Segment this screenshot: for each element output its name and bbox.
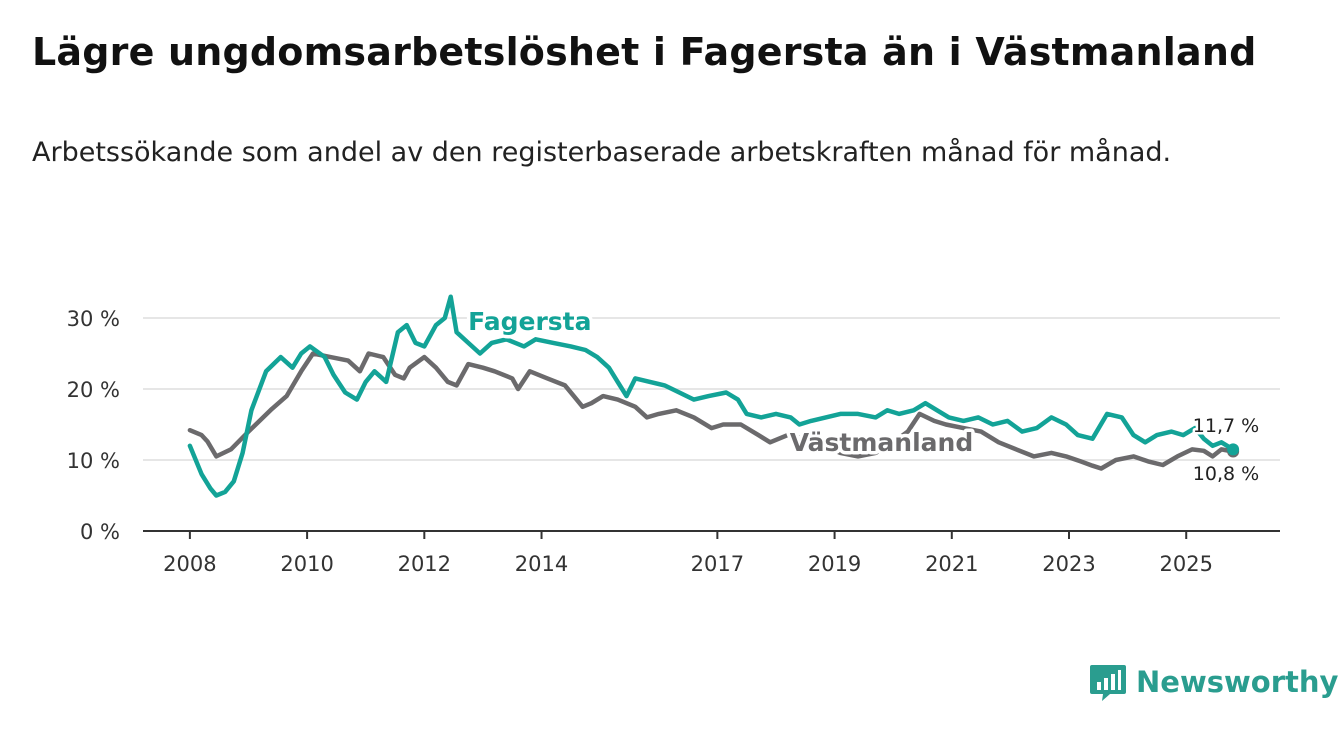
x-tick-label: 2010 <box>280 552 333 576</box>
series-lines <box>187 294 1240 498</box>
y-axis: 0 % 10 % 20 % 30 % <box>67 307 120 544</box>
x-tick-label: 2008 <box>163 552 216 576</box>
y-tick-label: 0 % <box>80 520 120 544</box>
x-axis: 2008 2010 2012 2014 2017 2019 2021 2023 2025 <box>143 530 1280 576</box>
chart-title: Lägre ungdomsarbetslöshet i Fagersta än … <box>32 30 1257 74</box>
series-line-fagersta <box>187 294 1236 498</box>
x-tick-label: 2012 <box>398 552 451 576</box>
gridlines <box>143 317 1280 461</box>
y-tick-label: 20 % <box>67 378 120 402</box>
x-tick-label: 2023 <box>1042 552 1095 576</box>
end-label-vastmanland: 10,8 % <box>1193 463 1259 485</box>
end-label-fagersta: 11,7 % <box>1193 415 1259 437</box>
series-label-fagersta: Fagersta <box>468 307 591 336</box>
x-tick-label: 2025 <box>1160 552 1213 576</box>
chart-bars-icon <box>1090 665 1126 701</box>
series-end-dot-fagersta <box>1227 443 1240 456</box>
x-tick-label: 2021 <box>925 552 978 576</box>
brand-name: Newsworthy <box>1136 665 1339 699</box>
series-label-vastmanland: Västmanland <box>790 428 974 457</box>
chart-subtitle: Arbetssökande som andel av den registerb… <box>32 137 1172 168</box>
x-tick-label: 2014 <box>515 552 568 576</box>
y-tick-label: 10 % <box>67 449 120 473</box>
x-tick-label: 2017 <box>691 552 744 576</box>
series-labels: Fagersta Västmanland 11,7 % 10,8 % <box>465 304 1262 488</box>
y-tick-label: 30 % <box>67 307 120 331</box>
newsworthy-logo: Newsworthy <box>1088 660 1338 704</box>
series-line-vastmanland <box>187 351 1236 471</box>
x-tick-label: 2019 <box>808 552 861 576</box>
